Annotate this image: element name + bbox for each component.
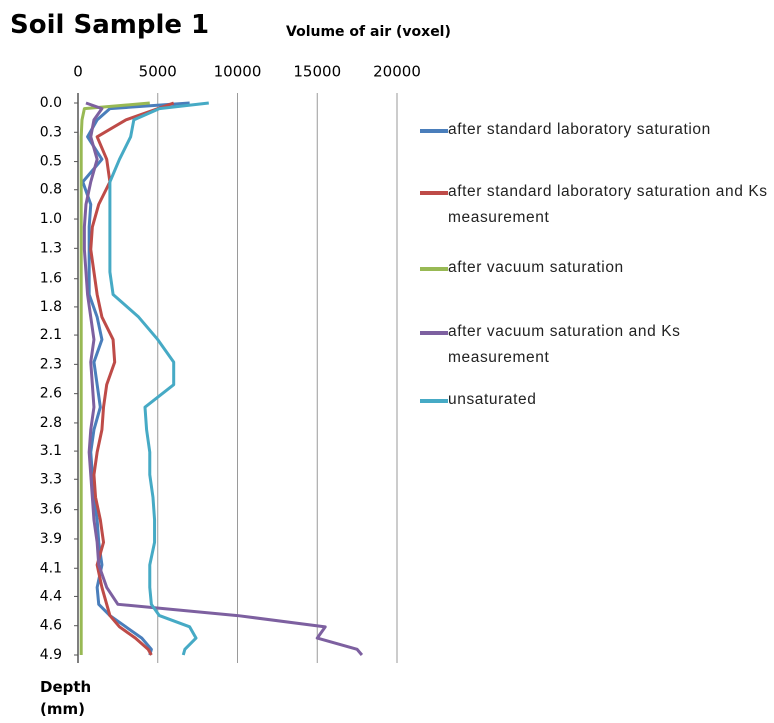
series-line [82,101,364,656]
legend-entry: after standard laboratory saturation [420,120,774,143]
legend-entry: after standard laboratory saturation and… [420,182,774,231]
y-tick-label: 1.8 [40,299,62,315]
y-tick-label: 4.1 [40,560,62,576]
y-tick-label: 2.1 [40,327,62,343]
series-line [81,101,190,656]
y-tick-label: 4.4 [40,588,62,604]
legend-swatch [420,399,448,403]
legend-swatch [420,129,448,133]
legend-swatch [420,191,448,195]
legend-swatch [420,331,448,335]
x-tick-label: 5000 [139,63,177,81]
y-tick-label: 1.0 [40,211,62,227]
x-tick-label: 20000 [373,63,421,81]
y-tick-label: 1.6 [40,271,62,287]
series-line [108,101,209,656]
legend-label: after vacuum saturation [448,259,624,276]
x-tick-label: 15000 [293,63,341,81]
y-tick-label: 2.8 [40,415,62,431]
y-tick-label: 0.0 [40,95,62,111]
y-tick-label: 4.9 [40,647,62,663]
legend-entry: after vacuum saturation [420,258,774,281]
y-tick-label: 3.1 [40,443,62,459]
y-tick-label: 4.6 [40,618,62,634]
series-line [79,101,150,655]
chart-title: Soil Sample 1 [10,10,210,40]
y-tick-label: 0.5 [40,154,62,170]
y-tick-label: 0.3 [40,124,62,140]
legend-swatch [420,267,448,271]
series-line [89,101,175,656]
y-tick-label: 3.9 [40,531,62,547]
x-tick-label: 0 [73,63,83,81]
y-tick-label: 1.3 [40,240,62,256]
y-tick-label: 3.6 [40,502,62,518]
y-axis-label: Depth (mm) [40,678,92,718]
x-tick-label: 10000 [214,63,262,81]
y-tick-label: 2.3 [40,356,62,372]
legend-label: after standard laboratory saturation [448,121,711,138]
legend-label: unsaturated [448,391,537,408]
legend-entry: unsaturated [420,390,774,413]
y-tick-label: 3.3 [40,471,62,487]
legend-entry: after vacuum saturation and Ks measureme… [420,322,774,371]
x-axis-label: Volume of air (voxel) [286,24,451,40]
y-tick-label: 0.8 [40,182,62,198]
legend-label: after standard laboratory saturation and… [448,183,768,226]
y-tick-label: 2.6 [40,386,62,402]
legend-label: after vacuum saturation and Ks measureme… [448,323,681,366]
